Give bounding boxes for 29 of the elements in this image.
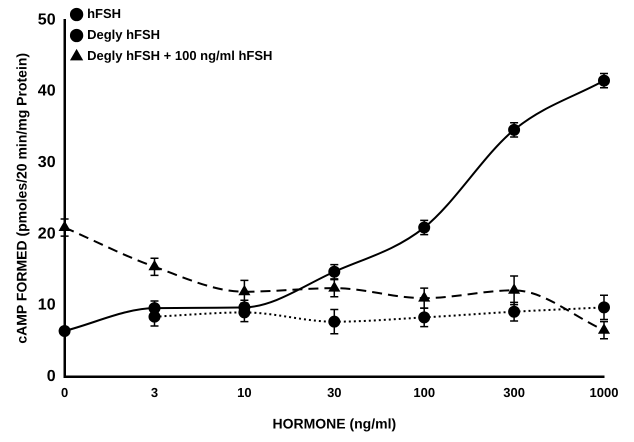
- point: [328, 282, 340, 292]
- x-tick-label: 3: [150, 384, 158, 400]
- x-axis-title: HORMONE (ng/ml): [272, 415, 396, 432]
- point: [508, 306, 520, 318]
- y-tick-label: 30: [38, 154, 56, 172]
- point: [59, 222, 70, 232]
- point: [418, 311, 430, 324]
- x-tick-label: 1000: [590, 384, 618, 400]
- point: [598, 301, 610, 314]
- point: [149, 260, 160, 270]
- x-tick-label: 10: [237, 384, 252, 400]
- point: [508, 284, 520, 294]
- y-tick-label: 10: [38, 296, 56, 314]
- x-tick-label: 30: [327, 384, 342, 400]
- x-tick-label: 300: [503, 384, 525, 400]
- x-tick-label: 0: [60, 384, 68, 400]
- legend-label: hFSH: [87, 6, 122, 22]
- y-tick-label: 0: [46, 368, 56, 386]
- point: [418, 292, 430, 302]
- legend-label: Degly hFSH + 100 ng/ml hFSH: [87, 48, 272, 64]
- legend-label: Degly hFSH: [87, 27, 160, 42]
- x-tick-label: 100: [413, 384, 436, 400]
- y-tick-label: 40: [38, 82, 56, 100]
- point: [328, 316, 340, 328]
- point: [239, 286, 250, 296]
- point: [598, 324, 610, 334]
- y-tick-label: 50: [38, 11, 56, 28]
- y-axis-title: cAMP FORMED (pmoles/20 min/mg Protein): [13, 52, 30, 344]
- y-tick-label: 20: [38, 225, 56, 242]
